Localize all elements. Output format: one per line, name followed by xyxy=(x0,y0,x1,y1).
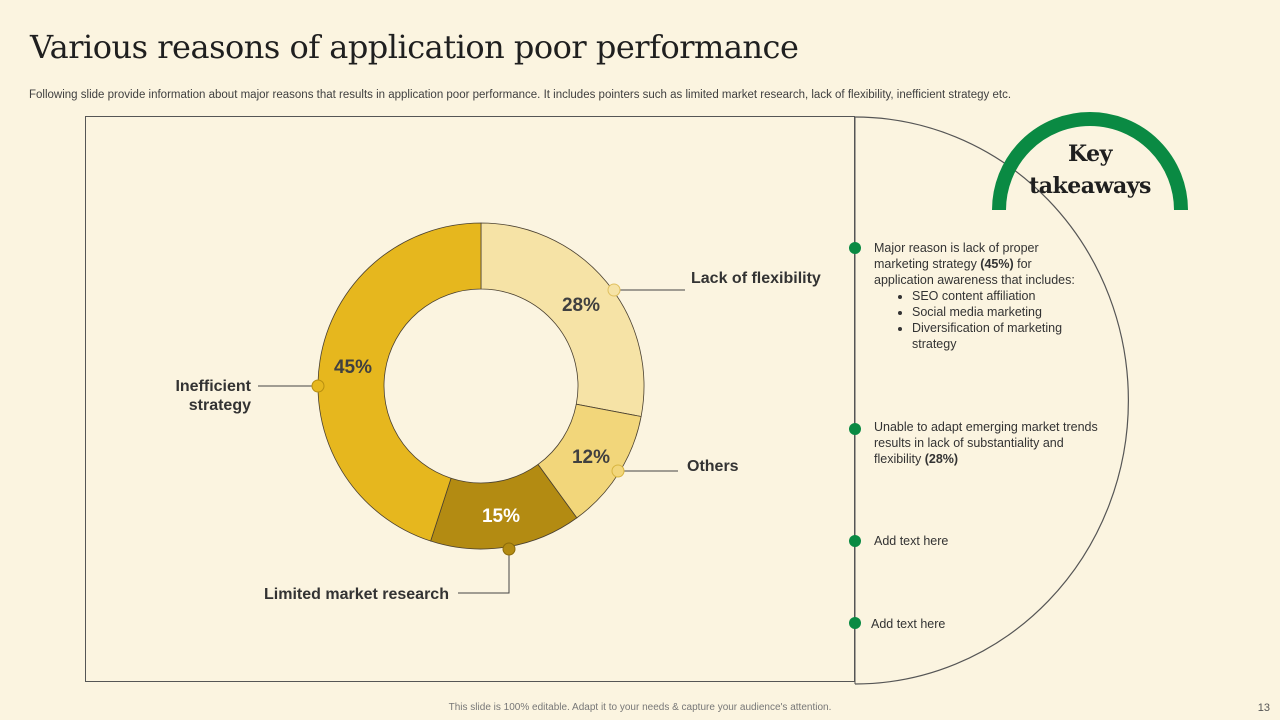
category-label-inefficient-strategy-line2: strategy xyxy=(188,397,251,414)
takeaway-dot-3 xyxy=(849,535,861,547)
takeaway-point-3: Add text here xyxy=(874,534,949,548)
page-title: Various reasons of application poor perf… xyxy=(30,28,799,66)
takeaway-dot-1 xyxy=(849,242,861,254)
takeaways-arc-frame xyxy=(854,116,1130,685)
slice-label-lack-of-flexibility: 28% xyxy=(562,295,600,316)
takeaway-point-1-bold: (45%) xyxy=(980,257,1014,271)
takeaway-bullet: SEO content affiliation xyxy=(912,288,1094,304)
page-number: 13 xyxy=(1257,702,1270,714)
takeaway-point-1: Major reason is lack of proper marketing… xyxy=(874,240,1094,352)
slice-label-inefficient-strategy: 45% xyxy=(334,357,372,378)
key-takeaways-title-line1: Key xyxy=(1068,141,1112,167)
leader-dot-limited-market-research xyxy=(502,542,516,556)
footer-note: This slide is 100% editable. Adapt it to… xyxy=(448,702,832,713)
leader-dot-others xyxy=(611,464,625,478)
page-subtitle: Following slide provide information abou… xyxy=(29,89,1012,101)
category-label-lack-of-flexibility: Lack of flexibility xyxy=(691,270,821,287)
leader-dot-inefficient-strategy xyxy=(311,379,325,393)
takeaway-point-1-text-b: for application awareness that includes: xyxy=(874,257,1075,287)
takeaway-point-4: Add text here xyxy=(871,617,946,631)
takeaway-point-1-bullets: SEO content affiliation Social media mar… xyxy=(874,288,1094,352)
category-label-inefficient-strategy-line1: Inefficient xyxy=(175,378,251,395)
takeaway-point-2-bold: (28%) xyxy=(924,452,959,466)
takeaways-badge-arc xyxy=(992,112,1188,211)
takeaway-bullet: Diversification of marketing strategy xyxy=(912,320,1094,352)
donut-slice-inefficient-strategy xyxy=(317,222,482,542)
leader-dot-lack-of-flexibility xyxy=(607,283,621,297)
category-label-others: Others xyxy=(687,458,739,475)
takeaway-point-2-text: Unable to adapt emerging market trends r… xyxy=(874,420,1098,466)
leader-line-limited-market-research xyxy=(458,549,510,594)
category-label-limited-market-research: Limited market research xyxy=(264,586,449,603)
takeaway-point-2: Unable to adapt emerging market trends r… xyxy=(874,419,1114,467)
key-takeaways-title: Key takeaways xyxy=(1020,138,1160,202)
donut-slice-lack-of-flexibility xyxy=(480,222,645,418)
takeaway-point-1-text-a: Major reason is lack of proper marketing… xyxy=(874,241,1039,271)
key-takeaways-title-line2: takeaways xyxy=(1029,173,1151,199)
takeaway-dot-4 xyxy=(849,617,861,629)
slice-label-others: 12% xyxy=(572,447,610,468)
category-label-inefficient-strategy: Inefficient strategy xyxy=(150,377,251,415)
takeaway-bullet: Social media marketing xyxy=(912,304,1094,320)
takeaway-dot-2 xyxy=(849,423,861,435)
slice-label-limited-market-research: 15% xyxy=(482,506,520,527)
